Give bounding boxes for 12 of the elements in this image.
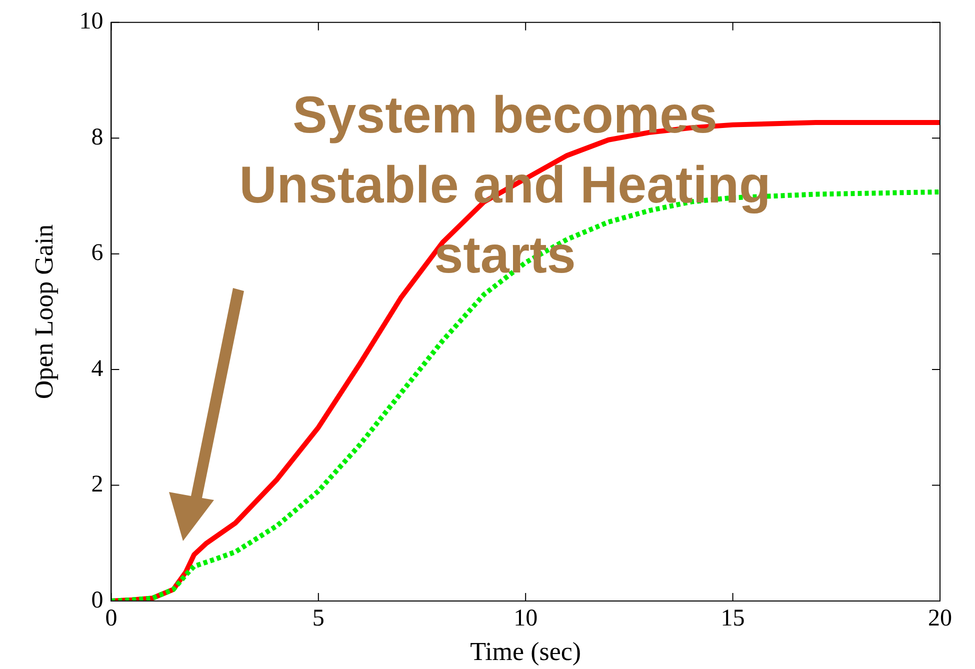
y-tick-label: 2 <box>91 472 104 498</box>
x-tick-label: 15 <box>720 606 745 632</box>
y-tick-label: 4 <box>91 356 104 382</box>
y-tick-label: 0 <box>91 587 104 614</box>
x-tick-label: 10 <box>514 606 538 632</box>
y-tick-label: 8 <box>91 124 104 150</box>
x-axis-title: Time (sec) <box>470 637 582 666</box>
y-tick-label: 10 <box>79 8 104 35</box>
x-tick-label: 5 <box>312 606 324 632</box>
y-tick-label: 6 <box>91 240 104 266</box>
y-axis-title: Open Loop Gain <box>29 224 58 400</box>
x-tick-label: 20 <box>928 606 952 632</box>
